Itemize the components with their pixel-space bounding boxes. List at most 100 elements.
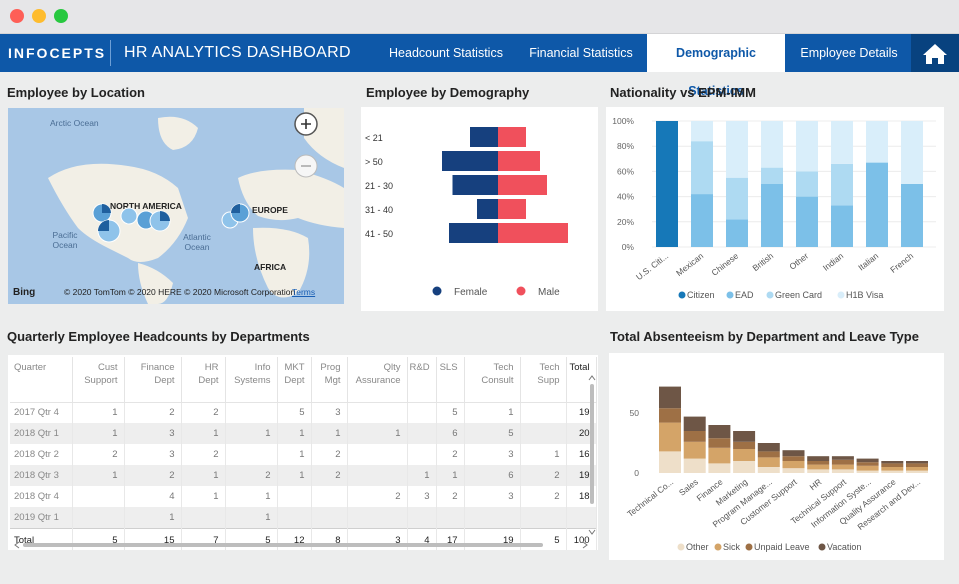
stacked-bar-segment[interactable] — [831, 205, 853, 247]
stacked-bar-segment[interactable] — [733, 431, 756, 442]
stacked-bar-segment[interactable] — [726, 219, 748, 247]
location-map[interactable]: Arctic Ocean Pacific Ocean Atlantic Ocea… — [8, 108, 344, 304]
stacked-bar-segment[interactable] — [656, 121, 678, 247]
column-header[interactable]: SLS — [436, 357, 465, 403]
female-bar[interactable] — [449, 223, 498, 243]
zoom-out-icon[interactable] — [293, 153, 319, 179]
stacked-bar-segment[interactable] — [906, 470, 928, 473]
horizontal-scrollbar[interactable] — [14, 536, 588, 549]
female-bar[interactable] — [477, 199, 498, 219]
female-bar[interactable] — [452, 175, 499, 195]
table-row[interactable]: 2017 Qtr 4 1 2 2 5 3 5 1 19 — [10, 402, 597, 423]
stacked-bar-segment[interactable] — [691, 194, 713, 247]
table-row[interactable]: 2018 Qtr 3 1 2 1 2 1 2 1 1 6 2 19 — [10, 465, 597, 486]
stacked-bar-segment[interactable] — [856, 458, 879, 463]
stacked-bar-segment[interactable] — [866, 162, 888, 247]
stacked-bar-segment[interactable] — [807, 469, 830, 473]
stacked-bar-segment[interactable] — [831, 459, 854, 465]
stacked-bar-segment[interactable] — [757, 451, 780, 458]
table-row[interactable]: 2018 Qtr 2 2 3 2 1 2 2 3 1 16 — [10, 444, 597, 465]
stacked-bar-segment[interactable] — [881, 461, 904, 464]
stacked-bar-segment[interactable] — [733, 461, 756, 473]
male-bar[interactable] — [498, 127, 526, 147]
stacked-bar-segment[interactable] — [831, 464, 854, 470]
stacked-bar-segment[interactable] — [807, 461, 830, 465]
stacked-bar-segment[interactable] — [757, 467, 780, 473]
stacked-bar-segment[interactable] — [659, 386, 681, 409]
male-bar[interactable] — [498, 223, 568, 243]
stacked-bar-segment[interactable] — [807, 456, 830, 461]
stacked-bar-segment[interactable] — [691, 141, 713, 195]
male-bar[interactable] — [498, 175, 547, 195]
vertical-scrollbar[interactable] — [588, 375, 596, 535]
stacked-bar-segment[interactable] — [683, 431, 706, 442]
stacked-bar-segment[interactable] — [881, 470, 904, 473]
close-window-button[interactable] — [10, 9, 24, 23]
stacked-bar-segment[interactable] — [901, 121, 923, 184]
stacked-bar-segment[interactable] — [782, 450, 805, 457]
stacked-bar-segment[interactable] — [708, 447, 731, 464]
minimize-window-button[interactable] — [32, 9, 46, 23]
stacked-bar-segment[interactable] — [761, 167, 783, 184]
stacked-bar-segment[interactable] — [881, 467, 904, 471]
stacked-bar-segment[interactable] — [906, 467, 928, 471]
female-bar[interactable] — [470, 127, 498, 147]
stacked-bar-segment[interactable] — [708, 463, 731, 473]
stacked-bar-segment[interactable] — [831, 456, 854, 460]
male-bar[interactable] — [498, 199, 526, 219]
stacked-bar-segment[interactable] — [659, 422, 681, 452]
tab-employee-details[interactable]: Employee Details — [800, 46, 898, 60]
stacked-bar-segment[interactable] — [726, 177, 748, 220]
stacked-bar-segment[interactable] — [906, 463, 928, 467]
stacked-bar-segment[interactable] — [659, 451, 681, 473]
stacked-bar-segment[interactable] — [831, 163, 853, 206]
stacked-bar-segment[interactable] — [691, 121, 713, 142]
zoom-in-icon[interactable] — [293, 111, 319, 137]
stacked-bar-segment[interactable] — [683, 441, 706, 459]
column-header[interactable]: R&D — [407, 357, 437, 403]
stacked-bar-segment[interactable] — [757, 457, 780, 467]
stacked-bar-segment[interactable] — [831, 121, 853, 164]
stacked-bar-segment[interactable] — [866, 121, 888, 163]
stacked-bar-segment[interactable] — [831, 469, 854, 473]
stacked-bar-segment[interactable] — [782, 468, 805, 473]
stacked-bar-segment[interactable] — [708, 438, 731, 448]
table-row[interactable]: 2018 Qtr 4 4 1 1 2 3 2 3 2 18 — [10, 486, 597, 507]
stacked-bar-segment[interactable] — [782, 456, 805, 461]
stacked-bar-segment[interactable] — [733, 441, 756, 449]
stacked-bar-segment[interactable] — [683, 416, 706, 431]
column-header[interactable]: MKT Dept — [277, 357, 312, 403]
stacked-bar-segment[interactable] — [796, 121, 818, 172]
stacked-bar-segment[interactable] — [856, 462, 879, 466]
map-terms-link[interactable]: Terms — [292, 287, 316, 297]
column-header[interactable]: Info Systems — [225, 357, 278, 403]
female-bar[interactable] — [442, 151, 498, 171]
stacked-bar-segment[interactable] — [796, 196, 818, 247]
stacked-bar-segment[interactable] — [726, 121, 748, 178]
tab-financial-statistics[interactable]: Financial Statistics — [529, 46, 633, 60]
column-header[interactable]: Tech Supp — [520, 357, 567, 403]
maximize-window-button[interactable] — [54, 9, 68, 23]
stacked-bar-segment[interactable] — [733, 449, 756, 461]
stacked-bar-segment[interactable] — [782, 461, 805, 469]
table-row[interactable]: 2019 Qtr 1 1 1 — [10, 507, 597, 528]
stacked-bar-segment[interactable] — [856, 465, 879, 471]
male-bar[interactable] — [498, 151, 540, 171]
stacked-bar-segment[interactable] — [761, 121, 783, 168]
stacked-bar-segment[interactable] — [881, 463, 904, 467]
stacked-bar-segment[interactable] — [659, 408, 681, 423]
column-header[interactable]: Cust Support — [72, 357, 125, 403]
column-header[interactable]: Prog Mgt — [311, 357, 348, 403]
stacked-bar-segment[interactable] — [807, 464, 830, 470]
stacked-bar-segment[interactable] — [856, 470, 879, 473]
stacked-bar-segment[interactable] — [761, 184, 783, 247]
column-header[interactable]: Quarter — [10, 357, 73, 403]
stacked-bar-segment[interactable] — [683, 458, 706, 473]
tab-demographic-statistics[interactable]: Demographic Statistics — [647, 34, 785, 98]
stacked-bar-segment[interactable] — [708, 425, 731, 439]
column-header[interactable]: Qlty Assurance — [347, 357, 408, 403]
column-header[interactable]: Tech Consult — [464, 357, 521, 403]
stacked-bar-segment[interactable] — [906, 461, 928, 464]
stacked-bar-segment[interactable] — [901, 184, 923, 247]
stacked-bar-segment[interactable] — [796, 171, 818, 197]
